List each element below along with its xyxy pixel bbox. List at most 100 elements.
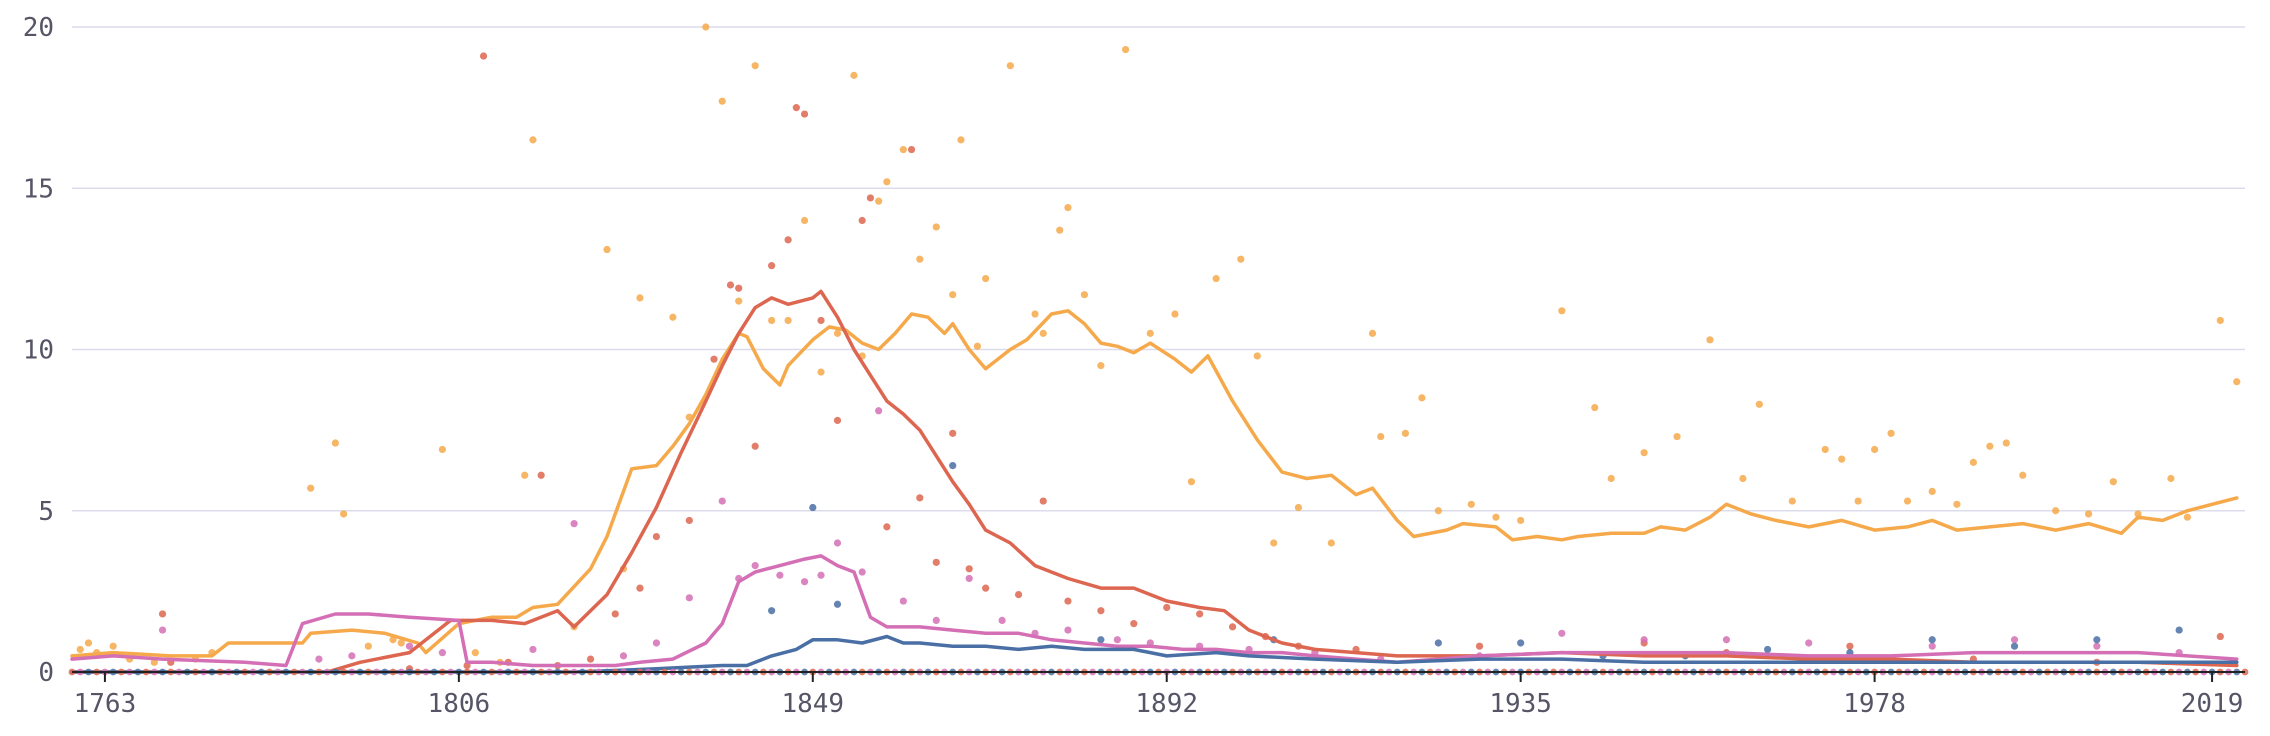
data-point-red bbox=[817, 316, 825, 325]
data-point-pink bbox=[2010, 636, 2019, 644]
data-point-orange bbox=[2233, 378, 2241, 386]
data-point-orange bbox=[1928, 487, 1936, 495]
data-point-orange bbox=[1146, 329, 1154, 337]
data-point-orange bbox=[1871, 445, 1879, 454]
data-point-red bbox=[768, 262, 776, 270]
data-point-pink bbox=[619, 652, 628, 660]
data-point-red bbox=[1014, 591, 1023, 599]
series-pink-points bbox=[158, 407, 2183, 663]
data-point-orange bbox=[521, 471, 529, 479]
data-point-orange bbox=[1064, 204, 1072, 212]
data-point-orange bbox=[1097, 362, 1105, 370]
data-point-blue bbox=[2093, 636, 2101, 644]
data-point-red bbox=[710, 355, 718, 363]
data-point-orange bbox=[784, 316, 792, 325]
series-line-orange bbox=[70, 309, 2239, 658]
data-point-blue bbox=[949, 462, 957, 470]
data-point-red bbox=[792, 104, 800, 112]
data-point-pink bbox=[570, 520, 578, 528]
data-point-orange bbox=[1080, 291, 1089, 299]
data-point-orange bbox=[150, 658, 158, 666]
data-point-orange bbox=[1031, 310, 1039, 318]
data-point-orange bbox=[768, 316, 776, 325]
data-point-red bbox=[907, 145, 916, 154]
data-point-orange bbox=[1673, 432, 1681, 441]
y-tick-label: 20 bbox=[23, 13, 54, 43]
data-point-red bbox=[949, 429, 957, 437]
data-point-pink bbox=[833, 539, 842, 547]
data-point-red bbox=[685, 516, 693, 525]
data-point-orange bbox=[1327, 539, 1335, 547]
data-point-orange bbox=[1171, 310, 1179, 318]
x-tick-label: 1892 bbox=[1135, 689, 1198, 719]
data-point-red bbox=[1196, 610, 1204, 618]
data-point-red bbox=[586, 655, 595, 663]
data-point-pink bbox=[800, 578, 809, 586]
data-point-red bbox=[858, 216, 866, 225]
data-point-red bbox=[735, 284, 743, 292]
data-point-orange bbox=[1377, 432, 1385, 441]
y-tick-label: 15 bbox=[23, 174, 54, 204]
data-point-red bbox=[866, 194, 875, 202]
data-point-red bbox=[652, 532, 661, 541]
data-point-orange bbox=[1887, 429, 1895, 437]
data-point-red bbox=[883, 523, 891, 531]
data-point-orange bbox=[1903, 497, 1912, 505]
data-point-orange bbox=[1986, 442, 1994, 450]
data-point-orange bbox=[718, 97, 726, 105]
data-point-pink bbox=[1064, 626, 1072, 634]
data-point-red bbox=[1130, 620, 1138, 628]
data-point-blue bbox=[1763, 645, 1772, 654]
data-point-red bbox=[636, 584, 644, 592]
data-point-red bbox=[833, 416, 842, 425]
data-point-blue bbox=[833, 600, 842, 608]
data-point-red bbox=[479, 52, 488, 60]
data-point-pink bbox=[817, 571, 825, 579]
data-point-pink bbox=[899, 597, 907, 605]
data-point-blue bbox=[2175, 626, 2183, 634]
data-point-red bbox=[537, 471, 545, 479]
data-point-orange bbox=[1270, 539, 1278, 547]
data-point-orange bbox=[1467, 500, 1475, 508]
data-point-orange bbox=[1788, 497, 1796, 505]
data-point-orange bbox=[1517, 516, 1525, 525]
data-point-orange bbox=[84, 639, 93, 647]
data-point-orange bbox=[636, 294, 644, 302]
data-point-orange bbox=[1492, 513, 1500, 521]
data-point-orange bbox=[603, 245, 611, 254]
data-point-pink bbox=[858, 568, 866, 576]
data-point-red bbox=[982, 584, 990, 592]
data-point-orange bbox=[1056, 226, 1064, 234]
series-red-points bbox=[158, 52, 2224, 673]
data-point-orange bbox=[109, 642, 117, 650]
data-point-pink bbox=[776, 571, 784, 579]
data-point-orange bbox=[1121, 45, 1130, 54]
data-point-pink bbox=[529, 645, 537, 654]
data-point-pink bbox=[652, 639, 661, 647]
x-tick-label: 1978 bbox=[1843, 689, 1906, 719]
data-point-pink bbox=[685, 594, 693, 602]
series-orange-points bbox=[76, 23, 2241, 666]
data-point-pink bbox=[315, 655, 323, 663]
data-point-blue bbox=[1097, 636, 1105, 644]
data-point-orange bbox=[1558, 307, 1566, 315]
data-point-orange bbox=[340, 510, 348, 518]
data-point-orange bbox=[331, 439, 339, 447]
data-point-orange bbox=[817, 368, 825, 376]
data-point-pink bbox=[1928, 642, 1936, 650]
series-line-pink bbox=[70, 554, 2239, 668]
data-point-orange bbox=[1212, 274, 1220, 283]
data-point-orange bbox=[1755, 400, 1763, 408]
x-tick-label: 1763 bbox=[74, 689, 137, 719]
data-point-orange bbox=[2002, 439, 2010, 447]
data-point-orange bbox=[76, 645, 84, 654]
data-point-red bbox=[1039, 497, 1047, 505]
data-point-pink bbox=[932, 616, 940, 625]
data-point-pink bbox=[718, 497, 726, 505]
data-point-red bbox=[916, 494, 924, 502]
data-point-orange bbox=[1591, 403, 1599, 412]
data-point-orange bbox=[1187, 478, 1196, 486]
data-point-red bbox=[800, 110, 809, 118]
data-point-red bbox=[965, 565, 973, 573]
